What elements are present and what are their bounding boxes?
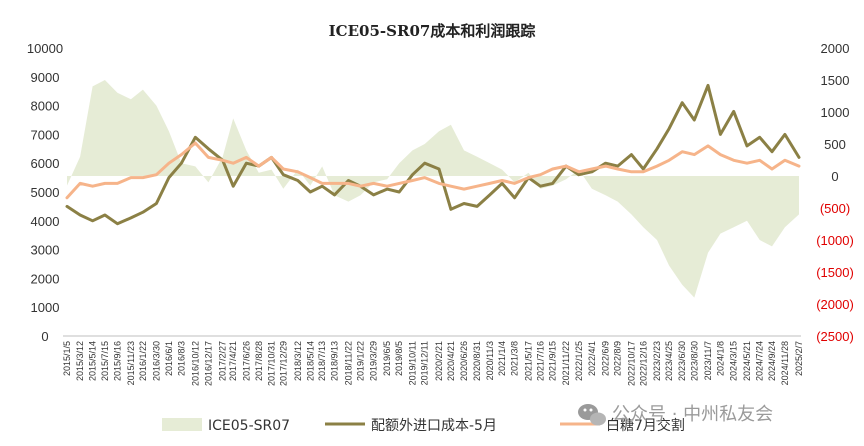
right-tick-label: (1000): [816, 233, 854, 248]
right-tick-label: 0: [831, 169, 838, 184]
legend-label-sugar: 白糖7月交割: [606, 417, 685, 434]
left-tick-label: 5000: [31, 185, 60, 200]
left-axis: 0 1000 2000 3000 4000 5000 6000 7000 8000 9000 100…: [27, 41, 63, 344]
legend-label-import-cost: 配额外进口成本-5月: [371, 418, 497, 434]
x-tick-label: 2017/6/26: [241, 341, 251, 381]
left-tick-label: 3000: [31, 243, 60, 258]
x-tick-label: 2019/12/11: [420, 341, 430, 385]
x-tick-label: 2023/6/30: [677, 341, 687, 381]
x-tick-label: 2015/9/16: [112, 341, 122, 381]
legend-item-import-cost: 配额外进口成本-5月: [325, 418, 497, 434]
x-tick-label: 2017/8/28: [254, 341, 264, 381]
x-tick-label: 2022/1/25: [574, 341, 584, 381]
x-tick-label: 2022/12/16: [638, 341, 648, 386]
left-tick-label: 10000: [27, 41, 63, 56]
x-tick-label: 2023/4/25: [664, 341, 674, 381]
left-tick-label: 4000: [31, 214, 60, 229]
right-tick-label: 2000: [821, 41, 850, 56]
wechat-icon: [578, 404, 606, 426]
x-tick-label: 2021/1/4: [497, 341, 507, 376]
watermark: 公众号 · 中州私友会: [578, 404, 773, 426]
left-tick-label: 1000: [31, 300, 60, 315]
legend-swatch-area: [162, 418, 202, 431]
legend-item-ice: ICE05-SR07: [162, 418, 290, 434]
x-tick-label: 2021/9/15: [548, 341, 558, 381]
x-tick-label: 2017/4/21: [228, 341, 238, 381]
x-tick-label: 2019/3/29: [369, 341, 379, 381]
x-tick-label: 2024/3/15: [729, 341, 739, 381]
right-axis: (2500) (2000) (1500) (1000) (500) 0 500 1000 150…: [816, 41, 854, 344]
x-tick-label: 2024/11/28: [780, 341, 790, 385]
right-tick-label: 1000: [821, 105, 850, 120]
x-tick-label: 2020/6/26: [459, 341, 469, 381]
left-tick-label: 8000: [31, 99, 60, 114]
x-tick-label: 2022/8/9: [613, 341, 623, 376]
left-tick-label: 7000: [31, 127, 60, 142]
x-tick-label: 2024/5/21: [742, 341, 752, 381]
series-line-2: [65, 141, 801, 200]
x-tick-label: 2023/8/30: [689, 341, 699, 381]
x-tick-label: 2018/3/12: [293, 341, 303, 381]
right-tick-label: (2500): [816, 329, 854, 344]
x-tick-label: 2015/11/23: [126, 341, 136, 385]
watermark-text: 公众号 · 中州私友会: [612, 404, 773, 425]
x-tick-label: 2016/6/1: [164, 341, 174, 376]
x-tick-label: 2020/11/3: [485, 341, 495, 380]
x-tick-label: 2018/11/22: [343, 341, 353, 385]
x-axis: 2015/1/5 2015/3/12 2015/5/14 2015/7/15 2015/…: [62, 341, 804, 386]
x-tick-label: 2016/12/17: [203, 341, 213, 386]
x-tick-label: 2020/8/31: [472, 341, 482, 381]
x-tick-label: 2022/4/1: [587, 341, 597, 376]
x-tick-label: 2018/7/13: [317, 341, 327, 381]
x-tick-label: 2023/11/7: [703, 341, 713, 380]
x-tick-label: 2017/12/29: [278, 341, 288, 386]
x-tick-label: 2015/7/15: [100, 341, 110, 381]
left-tick-label: 2000: [31, 271, 60, 286]
right-tick-label: 500: [824, 137, 846, 152]
right-tick-label: (2000): [816, 297, 854, 312]
x-tick-label: 2021/7/16: [535, 341, 545, 381]
right-tick-label: 1500: [821, 73, 850, 88]
x-tick-label: 2020/4/21: [446, 341, 456, 381]
right-tick-label: (500): [820, 201, 850, 216]
x-tick-label: 2019/6/5: [382, 341, 392, 376]
legend: ICE05-SR07 配额外进口成本-5月 白糖7月交割: [162, 417, 685, 434]
line-series-layer: [65, 83, 801, 226]
chart-title: ICE05-SR07成本和利润跟踪: [329, 22, 536, 40]
legend-label-ice: ICE05-SR07: [208, 418, 290, 434]
x-tick-label: 2016/1/22: [138, 341, 148, 381]
x-tick-label: 2024/1/8: [715, 341, 725, 376]
x-tick-label: 2015/5/14: [88, 341, 98, 381]
x-tick-label: 2017/2/27: [218, 341, 228, 381]
x-tick-label: 2019/8/5: [394, 341, 404, 376]
left-tick-label: 9000: [31, 70, 60, 85]
x-tick-label: 2021/5/17: [524, 341, 534, 381]
x-tick-label: 2023/2/23: [652, 341, 662, 381]
x-tick-label: 2019/10/11: [408, 341, 418, 385]
x-tick-label: 2017/10/31: [267, 341, 277, 386]
x-tick-label: 2015/3/12: [75, 341, 85, 381]
x-tick-label: 2015/1/5: [62, 341, 72, 376]
x-tick-label: 2022/10/17: [626, 341, 636, 386]
x-tick-label: 2024/7/24: [755, 341, 765, 381]
series-area-0: [67, 80, 799, 298]
x-tick-label: 2016/8/3: [176, 341, 186, 376]
x-tick-label: 2019/1/22: [356, 341, 366, 381]
x-tick-label: 2016/10/12: [190, 341, 200, 386]
x-tick-label: 2024/9/24: [767, 341, 777, 381]
x-tick-label: 2018/5/14: [305, 341, 315, 381]
area-series-layer: [67, 80, 799, 298]
x-tick-label: 2020/2/21: [434, 341, 444, 381]
x-tick-label: 2016/3/30: [151, 341, 161, 381]
x-tick-label: 2021/11/22: [561, 341, 571, 385]
x-tick-label: 2025/2/7: [794, 341, 804, 376]
x-tick-label: 2021/3/8: [510, 341, 520, 376]
left-tick-label: 6000: [31, 156, 60, 171]
x-tick-label: 2022/6/9: [601, 341, 611, 376]
x-tick-label: 2018/9/13: [329, 341, 339, 381]
right-tick-label: (1500): [816, 265, 854, 280]
left-tick-label: 0: [41, 329, 48, 344]
